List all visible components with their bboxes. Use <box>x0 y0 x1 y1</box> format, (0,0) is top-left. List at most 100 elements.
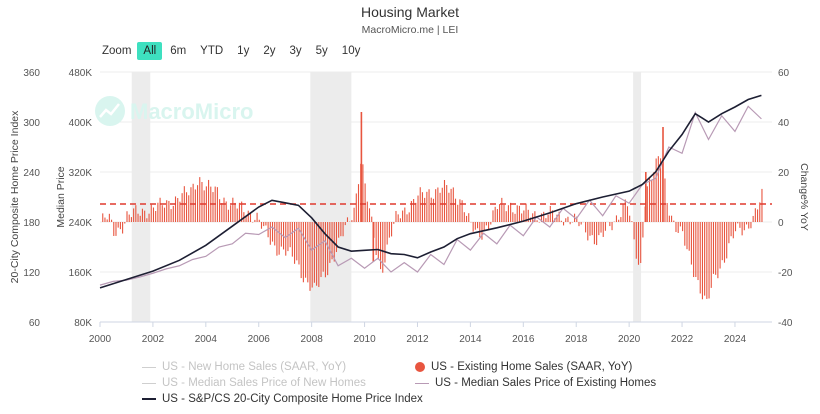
bar <box>333 222 335 262</box>
bar <box>620 217 622 222</box>
bar <box>604 222 606 231</box>
bar <box>569 222 571 225</box>
bar <box>446 185 448 222</box>
bar <box>492 210 494 222</box>
existing-price-line <box>99 105 762 286</box>
inner-y-axis-title: Median Price <box>55 166 67 227</box>
bar <box>276 222 278 256</box>
outer-y-tick-label: 240 <box>23 168 40 179</box>
cs20-index-line <box>99 94 762 289</box>
bar <box>212 192 214 222</box>
bar <box>701 222 703 300</box>
bar <box>518 205 520 222</box>
bar <box>521 213 523 222</box>
bar <box>278 222 280 255</box>
bar-spike <box>662 127 664 222</box>
bar <box>223 197 225 222</box>
bar <box>155 210 157 222</box>
zoom-3y-button[interactable]: 3y <box>289 45 302 57</box>
bar <box>710 222 712 288</box>
bar <box>437 187 439 222</box>
bar <box>745 222 748 225</box>
x-tick-label: 2000 <box>89 334 112 345</box>
bar <box>128 214 130 222</box>
zoom-all-button[interactable]: All <box>137 42 163 60</box>
right-y-tick-label: 40 <box>778 118 790 129</box>
bar <box>146 218 148 222</box>
zoom-6m-button[interactable]: 6m <box>170 45 187 57</box>
bar <box>344 222 346 226</box>
bar <box>673 220 675 222</box>
legend-item-existing-home-sales[interactable]: US - Existing Home Sales (SAAR, YoY) <box>415 361 632 373</box>
outer-y-tick-label: 120 <box>23 268 40 279</box>
bar <box>122 222 124 234</box>
bar <box>161 205 163 222</box>
bar <box>124 222 126 224</box>
inner-y-tick-label: 80K <box>74 318 92 329</box>
bar <box>754 208 756 222</box>
bar <box>567 216 569 222</box>
outer-y-tick-label: 360 <box>23 68 40 79</box>
bar <box>587 222 589 241</box>
bar <box>485 222 487 226</box>
bar <box>675 222 677 233</box>
bar <box>494 206 496 222</box>
legend-item-new-home-sales[interactable]: US - New Home Sales (SAAR, YoY) <box>142 361 346 373</box>
bar <box>589 222 591 236</box>
bar <box>578 222 580 227</box>
bar <box>258 219 260 222</box>
inner-y-tick-label: 320K <box>69 168 93 179</box>
bar <box>562 222 565 226</box>
right-y-tick-label: 20 <box>778 168 790 179</box>
bar <box>335 222 338 253</box>
bar <box>413 198 415 222</box>
bar <box>732 222 734 239</box>
zoom-1y-button[interactable]: 1y <box>237 45 250 57</box>
bar <box>106 219 108 222</box>
bar <box>232 197 234 222</box>
bar <box>137 213 139 222</box>
bar <box>377 222 379 260</box>
legend-item-existing-home-price[interactable]: US - Median Sales Price of Existing Home… <box>415 377 656 389</box>
recession-band <box>633 72 642 322</box>
bar <box>139 215 141 222</box>
bar <box>715 222 717 275</box>
bar <box>133 208 135 222</box>
bar <box>402 210 404 222</box>
x-tick-label: 2002 <box>142 334 165 345</box>
bar <box>126 211 128 222</box>
legend-item-cs20[interactable]: US - S&P/CS 20-City Composite Home Price… <box>142 393 423 405</box>
zoom-ytd-button[interactable]: YTD <box>200 45 224 57</box>
bar <box>666 203 668 222</box>
bar <box>734 222 737 232</box>
bar <box>115 222 117 236</box>
bar <box>503 204 505 222</box>
bar <box>761 188 763 222</box>
bar <box>505 211 507 222</box>
bar <box>355 193 357 222</box>
zoom-10y-button[interactable]: 10y <box>341 45 361 57</box>
bar <box>307 222 309 283</box>
bar <box>472 222 474 232</box>
bar <box>529 217 532 222</box>
bar <box>463 212 465 222</box>
bar <box>135 205 137 222</box>
bar <box>468 213 470 222</box>
bar <box>653 172 655 222</box>
chart-subtitle: MacroMicro.me | LEI <box>361 24 459 36</box>
right-y-axis-title: Change% YoY <box>798 163 810 231</box>
bar <box>545 218 547 222</box>
bar <box>234 202 236 222</box>
bar <box>507 205 509 222</box>
zoom-2y-button[interactable]: 2y <box>263 45 276 57</box>
legend-item-new-home-price[interactable]: US - Median Sales Price of New Homes <box>142 377 366 389</box>
bar <box>327 222 329 276</box>
bar <box>704 222 706 296</box>
bar <box>309 222 311 291</box>
bar <box>609 222 611 227</box>
bar <box>611 222 613 231</box>
right-y-tick-label: 0 <box>778 218 784 229</box>
bar <box>364 183 366 222</box>
bar <box>388 222 390 238</box>
zoom-5y-button[interactable]: 5y <box>315 45 328 57</box>
